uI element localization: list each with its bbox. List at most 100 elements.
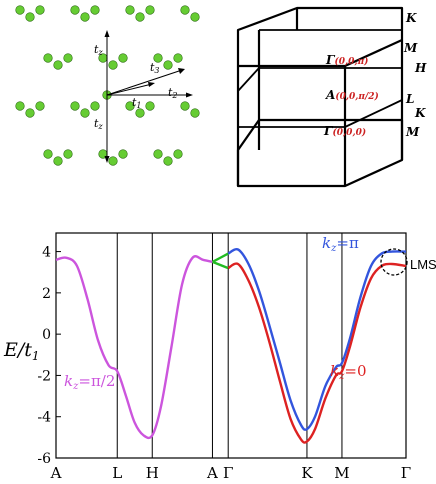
bz-label-A: A(0,0,π/2) <box>325 88 379 102</box>
kz-0-label: kz=0 <box>330 362 367 382</box>
x-tick-label: A <box>50 464 62 482</box>
t1-label: t1 <box>132 96 142 110</box>
x-tick-label: M <box>334 464 349 482</box>
tz-up-head <box>104 30 110 37</box>
bz-label-L: L <box>405 92 414 106</box>
t3-label: t3 <box>150 61 160 75</box>
tz-top-label: tz <box>94 43 103 57</box>
y-tick-label: -2 <box>37 368 51 384</box>
lattice-site <box>125 101 135 111</box>
lattice-dots <box>15 5 200 166</box>
bz-label-gamma-pi: Γ(0,0,π) <box>325 53 368 67</box>
band-kz-0 <box>227 262 407 444</box>
bz-labels: K M H L K M Γ(0,0,π) A(0,0,π/2) Γ(0,0,0) <box>323 11 427 139</box>
lattice-site <box>35 101 45 111</box>
y-axis-label: E/t1 <box>3 339 40 363</box>
lattice-site <box>90 5 100 15</box>
lattice-site <box>25 108 35 118</box>
lattice-site <box>190 12 200 22</box>
lattice-site <box>145 101 155 111</box>
band-kz-pi <box>227 247 407 431</box>
high-symmetry-lines <box>116 233 343 458</box>
lattice-site <box>145 5 155 15</box>
lattice-site <box>63 149 73 159</box>
hopping-labels: tz t3 t1 t2 tz <box>94 43 178 131</box>
lattice-site <box>180 101 190 111</box>
plot-frame <box>55 232 407 459</box>
lattice-site <box>173 149 183 159</box>
lattice-site <box>163 156 173 166</box>
lattice-site <box>80 12 90 22</box>
lattice-site <box>135 12 145 22</box>
band-A-gamma-lower <box>212 260 229 270</box>
y-tick-label: -4 <box>37 410 51 426</box>
kz-pi2-label: kz=π/2 <box>64 372 115 392</box>
lattice-site <box>15 5 25 15</box>
y-tick-label: 4 <box>42 245 51 261</box>
t2-head <box>186 92 193 98</box>
lattice-site <box>180 5 190 15</box>
t3-arrow <box>106 69 183 96</box>
lattice-site <box>35 5 45 15</box>
bz-label-M-top: M <box>403 41 418 55</box>
band-kz-pi2 <box>55 255 213 440</box>
lattice-site <box>53 60 63 70</box>
lattice-site <box>173 53 183 63</box>
x-tick-label: A <box>206 464 218 482</box>
hopping-vectors <box>106 33 190 160</box>
lattice-site <box>80 108 90 118</box>
bz-top-hexagon <box>236 6 404 68</box>
bz-label-gamma-0: Γ(0,0,0) <box>323 124 366 138</box>
lattice-site <box>163 60 173 70</box>
y-tick-label: 0 <box>42 327 51 343</box>
lattice-site <box>118 149 128 159</box>
kz-pi-label: kz=π <box>322 234 359 254</box>
lattice-site <box>90 101 100 111</box>
band-curves <box>55 247 407 444</box>
x-tick-label: Γ <box>401 464 411 482</box>
lattice-site <box>125 5 135 15</box>
lattice-site <box>63 53 73 63</box>
band-A-gamma-upper <box>211 252 229 263</box>
brillouin-zone-panel: K M H L K M Γ(0,0,π) A(0,0,π/2) Γ(0,0,0) <box>236 6 427 188</box>
lattice-site <box>70 5 80 15</box>
lattice-site <box>15 101 25 111</box>
t1-arrow <box>106 83 153 96</box>
bz-label-H: H <box>414 61 427 75</box>
y-tick-label: 2 <box>42 286 51 302</box>
y-ticks: 4 2 0 -2 -4 -6 <box>37 245 61 467</box>
lattice-site <box>153 53 163 63</box>
bz-label-K-bot: K <box>414 106 426 120</box>
x-tick-label: L <box>112 464 122 482</box>
lattice-site <box>118 53 128 63</box>
hopping-arrowheads <box>104 30 193 163</box>
x-tick-label: K <box>301 464 313 482</box>
lms-circle <box>380 248 408 276</box>
lattice-site <box>108 60 118 70</box>
lattice-site <box>190 108 200 118</box>
lattice-site <box>108 156 118 166</box>
t3-head <box>178 68 185 74</box>
lms-label: LMS <box>410 257 436 272</box>
tz-bottom-label: tz <box>94 117 103 131</box>
lattice-site <box>43 53 53 63</box>
x-tick-label: H <box>146 464 159 482</box>
bz-label-K-top: K <box>405 11 417 25</box>
bz-bottom-hexagon <box>236 118 404 188</box>
bz-label-M-bot: M <box>405 125 420 139</box>
t2-label: t2 <box>168 86 178 100</box>
lattice-site <box>43 149 53 159</box>
lattice-site <box>25 12 35 22</box>
lattice-site <box>153 149 163 159</box>
lattice-site <box>135 108 145 118</box>
lattice-panel: tz t3 t1 t2 tz <box>15 5 200 166</box>
t1-head <box>148 82 155 87</box>
tz-down-head <box>104 156 110 163</box>
x-tick-label: Γ <box>223 464 233 482</box>
lattice-site <box>53 156 63 166</box>
y-tick-label: -6 <box>37 451 51 467</box>
lattice-site <box>70 101 80 111</box>
